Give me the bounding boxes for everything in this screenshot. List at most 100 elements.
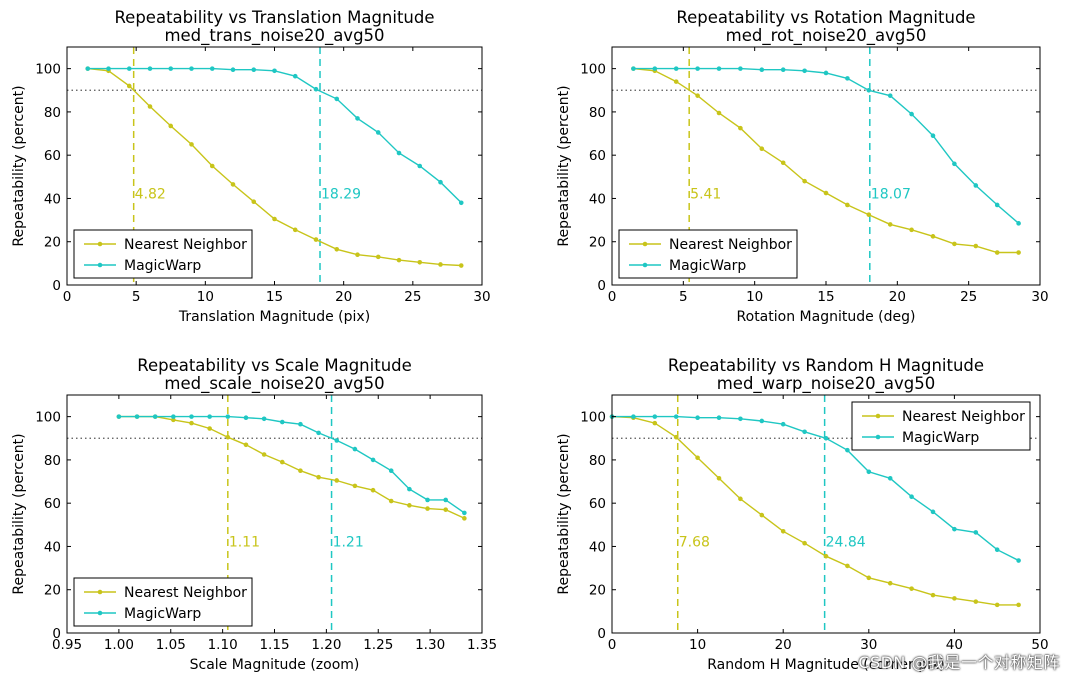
annotation-label-2: 24.84	[826, 534, 866, 550]
x-tick-label: 1.00	[104, 637, 134, 653]
data-point	[845, 447, 850, 453]
chart-subtitle: med_warp_noise20_avg50	[717, 374, 936, 394]
y-tick-label: 20	[589, 583, 606, 599]
data-point	[716, 110, 722, 116]
data-point	[313, 86, 319, 92]
data-point	[631, 66, 636, 71]
series-line-magicwarp	[87, 67, 462, 204]
data-point	[189, 414, 194, 419]
legend-box	[73, 577, 253, 627]
x-tick-label: 30	[860, 637, 877, 653]
series-line-nearest-neighbor	[118, 415, 465, 519]
x-tick-label: 1.25	[363, 637, 393, 653]
legend-entry-label: Nearest Neighbor	[124, 237, 247, 253]
chart-subtitle: med_trans_noise20_avg50	[164, 26, 384, 46]
legend-entry-label: MagicWarp	[669, 258, 746, 274]
y-tick-label: 0	[597, 626, 606, 642]
y-tick-label: 100	[580, 62, 606, 78]
chart-title: Repeatability vs Translation Magnitude	[114, 8, 434, 27]
data-point	[134, 414, 140, 419]
data-point	[207, 426, 212, 431]
data-point	[352, 446, 358, 452]
y-tick-label: 40	[44, 539, 61, 555]
annotation-label-1: 5.41	[690, 186, 721, 202]
legend: Nearest Neighbor MagicWarp	[73, 229, 253, 279]
data-point	[738, 66, 743, 71]
data-point	[243, 442, 249, 448]
y-tick-label: 20	[589, 235, 606, 251]
x-tick-label: 0	[608, 289, 617, 305]
data-point	[417, 259, 423, 265]
legend-entry-label: Nearest Neighbor	[124, 585, 247, 601]
legend: Nearest Neighbor MagicWarp	[851, 401, 1031, 451]
annotation-label-1: 4.82	[135, 186, 166, 202]
data-point	[417, 163, 423, 169]
data-point	[458, 263, 464, 268]
data-point	[909, 494, 914, 499]
legend-swatch-marker	[97, 610, 103, 616]
data-point	[909, 227, 914, 233]
y-tick-label: 60	[44, 496, 61, 512]
data-point	[695, 66, 700, 71]
x-tick-label: 20	[335, 289, 352, 305]
annotation-label-2: 1.21	[333, 534, 364, 550]
data-point	[352, 483, 358, 489]
data-point	[209, 163, 215, 169]
data-point	[823, 70, 829, 76]
data-point	[780, 160, 786, 166]
y-tick-label: 60	[44, 148, 61, 164]
data-point	[189, 66, 194, 71]
legend-swatch-marker	[875, 434, 881, 440]
data-point	[909, 111, 914, 117]
data-point	[375, 130, 381, 135]
data-point	[1016, 221, 1021, 226]
data-point	[802, 68, 807, 74]
legend-entry-label: MagicWarp	[902, 430, 979, 446]
data-point	[407, 503, 412, 508]
data-point	[866, 575, 872, 581]
x-tick-label: 0	[608, 637, 617, 653]
legend-entry-label: Nearest Neighbor	[669, 237, 792, 253]
data-point	[334, 438, 340, 443]
data-point	[759, 146, 765, 151]
annotation-label-1: 1.11	[229, 534, 260, 550]
data-point	[802, 178, 807, 184]
data-point	[375, 254, 381, 260]
series-line-nearest-neighbor	[633, 67, 1019, 254]
data-point	[673, 79, 679, 84]
y-tick-label: 0	[52, 626, 61, 642]
data-point	[845, 563, 850, 569]
data-point	[292, 227, 298, 233]
data-point	[952, 596, 957, 601]
data-point	[930, 509, 936, 515]
data-point	[716, 415, 722, 421]
data-point	[652, 414, 658, 419]
data-point	[652, 66, 658, 71]
data-point	[261, 416, 267, 422]
y-tick-label: 80	[589, 105, 606, 121]
data-point	[738, 496, 743, 502]
data-point	[370, 487, 376, 493]
data-point	[1016, 558, 1021, 563]
x-tick-label: 1.20	[311, 637, 341, 653]
data-point	[673, 66, 679, 71]
axes-frame	[611, 394, 1041, 634]
data-point	[225, 434, 231, 440]
chart-subtitle: med_scale_noise20_avg50	[164, 374, 384, 394]
data-point	[334, 478, 340, 483]
x-tick-label: 1.35	[467, 637, 497, 653]
y-tick-label: 40	[589, 191, 606, 207]
x-tick-label: 15	[266, 289, 283, 305]
data-point	[930, 592, 936, 598]
x-tick-label: 1.10	[208, 637, 238, 653]
x-tick-label: 0	[63, 289, 72, 305]
legend-swatch-marker	[97, 262, 103, 268]
y-tick-label: 60	[589, 148, 606, 164]
data-point	[388, 468, 394, 474]
data-point	[298, 468, 303, 474]
data-point	[673, 434, 679, 440]
data-point	[292, 73, 298, 79]
series-line-magicwarp	[118, 415, 465, 514]
data-point	[298, 421, 303, 427]
data-point	[973, 183, 979, 188]
